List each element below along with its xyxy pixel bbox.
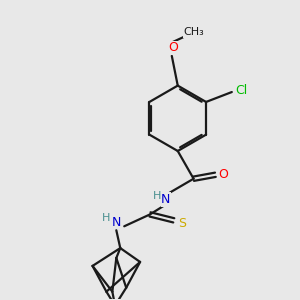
Text: N: N	[112, 216, 121, 229]
Text: H: H	[102, 213, 111, 224]
Text: O: O	[168, 41, 178, 55]
Text: CH₃: CH₃	[183, 27, 204, 37]
Text: O: O	[218, 168, 228, 181]
Text: Cl: Cl	[236, 84, 248, 97]
Text: N: N	[161, 193, 170, 206]
Text: H: H	[153, 190, 161, 201]
Text: S: S	[178, 217, 186, 230]
